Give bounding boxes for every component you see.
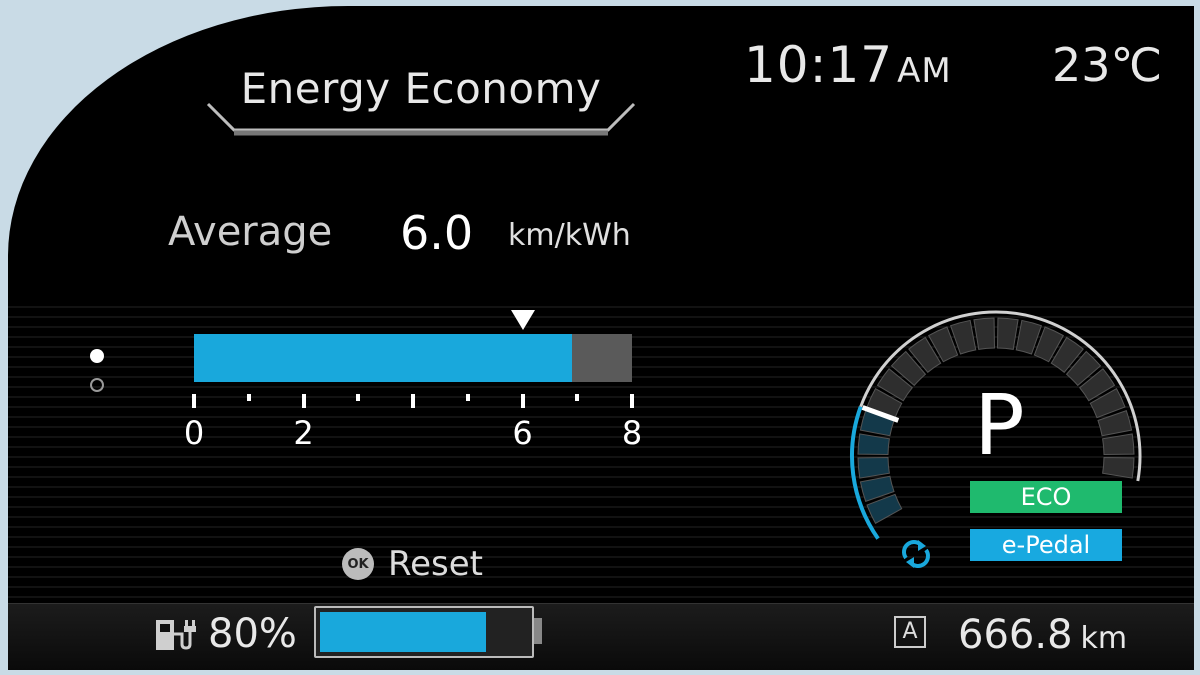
economy-bar bbox=[194, 334, 632, 382]
gear-indicator: P bbox=[974, 376, 1025, 474]
scale-tick-label: 0 bbox=[183, 414, 205, 452]
status-footer bbox=[8, 603, 1194, 670]
gauge-segment bbox=[857, 457, 890, 479]
regen-icon bbox=[902, 540, 930, 568]
range-value: 666.8 bbox=[958, 612, 1073, 658]
gauge-segment bbox=[890, 350, 927, 387]
range-a-icon: A bbox=[894, 616, 926, 648]
scale-tick bbox=[465, 394, 470, 401]
gauge-segment bbox=[1102, 457, 1135, 479]
gauge-rim bbox=[850, 406, 880, 540]
scale-tick-label: 2 bbox=[293, 414, 314, 452]
battery-fill bbox=[320, 612, 487, 652]
gauge-segment bbox=[973, 317, 995, 350]
power-gauge bbox=[850, 310, 1142, 540]
scale-tick bbox=[411, 394, 415, 408]
epedal-mode-badge: e-Pedal bbox=[970, 529, 1122, 561]
battery-percent: 80% bbox=[208, 611, 297, 657]
clock-time: 10:17 bbox=[744, 36, 894, 94]
gauge-segment bbox=[997, 317, 1019, 350]
gauge-segment bbox=[866, 387, 903, 419]
outside-temperature: 23℃ bbox=[1052, 38, 1163, 92]
scale-tick-label: 6 bbox=[512, 414, 533, 452]
gauge-segment bbox=[866, 493, 903, 525]
page-indicator-active[interactable] bbox=[90, 349, 104, 363]
scale-tick-label: 8 bbox=[621, 414, 643, 452]
gauge-segment bbox=[1065, 350, 1102, 387]
gauge-segment bbox=[908, 336, 942, 374]
gauge-segment bbox=[1089, 387, 1126, 419]
scale-tick bbox=[246, 394, 251, 401]
range-readout: 666.8 km bbox=[958, 612, 1127, 658]
gauge-rim bbox=[859, 310, 1142, 482]
page-title: Energy Economy bbox=[240, 64, 602, 113]
scale-tick bbox=[356, 394, 361, 401]
gauge-segment bbox=[859, 475, 895, 503]
title-bracket-icon bbox=[206, 102, 636, 136]
gauge-segment bbox=[1097, 409, 1133, 437]
ok-button-icon: OK bbox=[342, 548, 374, 580]
clock: 10:17 AM bbox=[744, 36, 952, 94]
gauge-segment bbox=[1033, 326, 1065, 363]
reset-button[interactable]: OK Reset bbox=[342, 544, 483, 584]
gauge-segment bbox=[1050, 336, 1084, 374]
gauge-segment bbox=[949, 319, 977, 355]
eco-mode-badge: ECO bbox=[970, 481, 1122, 513]
average-unit: km/kWh bbox=[508, 218, 631, 253]
scale-tick bbox=[520, 394, 525, 408]
title-banner: Energy Economy bbox=[204, 56, 638, 138]
scale-tick bbox=[630, 394, 634, 408]
scale-tick bbox=[301, 394, 306, 408]
clock-ampm: AM bbox=[897, 51, 952, 91]
range-unit: km bbox=[1080, 621, 1128, 656]
gauge-segment bbox=[927, 326, 959, 363]
reset-label: Reset bbox=[388, 544, 483, 584]
average-label: Average bbox=[168, 209, 333, 255]
battery-gauge bbox=[314, 606, 534, 658]
gauge-segment bbox=[1078, 368, 1116, 402]
energy-economy-screen: Energy Economy 10:17 AM 23℃ Average 6.0 k… bbox=[8, 6, 1194, 670]
gauge-needle bbox=[861, 405, 900, 423]
scale-tick bbox=[192, 394, 196, 408]
average-marker-icon bbox=[510, 310, 535, 330]
scale-tick bbox=[575, 394, 580, 401]
average-value: 6.0 bbox=[400, 206, 474, 260]
gauge-segment bbox=[857, 433, 890, 455]
gauge-segment bbox=[1015, 319, 1043, 355]
gauge-segment bbox=[1102, 433, 1135, 455]
charge-plug-icon bbox=[156, 620, 196, 650]
page-indicator-inactive[interactable] bbox=[90, 378, 104, 392]
battery-terminal bbox=[534, 618, 542, 644]
gauge-segment bbox=[876, 368, 914, 402]
economy-bar-fill bbox=[194, 334, 572, 382]
